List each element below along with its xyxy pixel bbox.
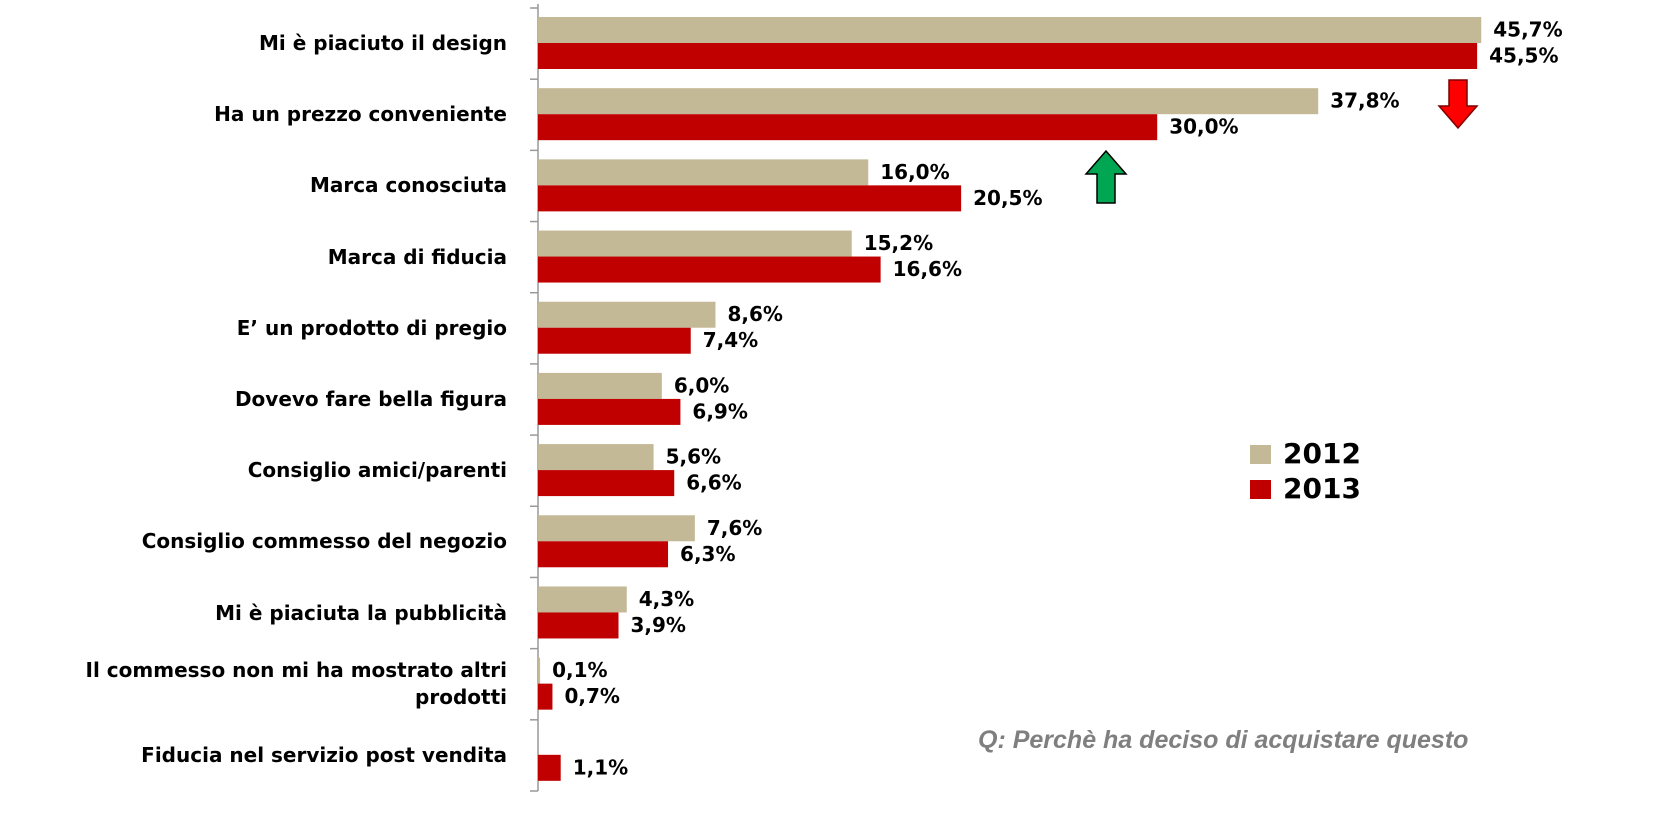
category-label: Marca conosciuta	[2, 150, 507, 221]
bar	[538, 185, 962, 212]
value-label: 3,9%	[630, 613, 685, 637]
value-label: 6,3%	[680, 542, 735, 566]
bar	[538, 683, 553, 710]
category-label: Consiglio commesso del negozio	[2, 506, 507, 577]
bar	[538, 515, 695, 542]
bar	[538, 114, 1158, 141]
value-label: 37,8%	[1330, 89, 1399, 113]
category-label: Marca di fiducia	[2, 222, 507, 293]
value-label: 6,6%	[686, 471, 741, 495]
category-text: Il commesso non mi ha mostrato altri pro…	[85, 658, 507, 710]
category-text: Ha un prezzo conveniente	[214, 102, 507, 127]
value-label: 20,5%	[973, 186, 1042, 210]
value-label: 15,2%	[864, 231, 933, 255]
bar	[538, 256, 881, 283]
decrease-arrow	[1437, 79, 1479, 130]
value-label: 45,7%	[1493, 18, 1562, 42]
bar	[538, 541, 669, 568]
bar	[538, 586, 627, 613]
value-label: 16,6%	[893, 257, 962, 281]
legend-label: 2013	[1283, 472, 1361, 505]
category-text: Marca conosciuta	[309, 173, 507, 198]
annotation: Q: Perchè ha deciso di acquistare questo	[978, 726, 1469, 754]
value-label: 30,0%	[1169, 115, 1238, 139]
value-label: 4,3%	[639, 587, 694, 611]
category-text: Fiducia nel servizio post vendita	[141, 742, 507, 767]
value-label: 1,1%	[573, 755, 628, 779]
value-label: 7,6%	[707, 516, 762, 540]
bar	[538, 657, 541, 684]
category-text: Dovevo fare bella figura	[234, 386, 507, 411]
value-label: 7,4%	[703, 328, 758, 352]
value-label: 0,7%	[564, 684, 619, 708]
bar	[538, 43, 1478, 69]
bar	[538, 612, 619, 639]
value-label: 5,6%	[666, 445, 721, 469]
bar	[538, 159, 869, 186]
category-label: Il commesso non mi ha mostrato altri pro…	[2, 649, 507, 720]
legend-swatch	[1250, 445, 1271, 464]
value-label: 45,5%	[1489, 44, 1558, 68]
category-text: Consiglio commesso del negozio	[141, 529, 507, 554]
category-label: Fiducia nel servizio post vendita	[2, 720, 507, 791]
value-label: 6,9%	[692, 399, 747, 423]
value-label: 8,6%	[728, 302, 783, 326]
bar	[538, 470, 675, 497]
category-label: Ha un prezzo conveniente	[2, 79, 507, 150]
legend-label: 2012	[1283, 437, 1361, 470]
category-label: Consiglio amici/parenti	[2, 435, 507, 506]
category-label: Dovevo fare bella figura	[2, 364, 507, 435]
bar	[538, 88, 1319, 115]
legend-swatch	[1250, 480, 1271, 499]
category-text: E’ un prodotto di pregio	[236, 315, 507, 340]
category-text: Mi è piaciuta la pubblicità	[215, 600, 507, 625]
increase-arrow	[1084, 149, 1128, 204]
category-label: E’ un prodotto di pregio	[2, 293, 507, 364]
bar	[538, 301, 716, 328]
value-label: 0,1%	[552, 658, 607, 682]
value-label: 16,0%	[880, 160, 949, 184]
value-label: 6,0%	[674, 373, 729, 397]
bar	[538, 754, 561, 781]
bar	[538, 17, 1482, 43]
bar	[538, 230, 852, 257]
category-text: Consiglio amici/parenti	[247, 458, 507, 483]
category-label: Mi è piaciuta la pubblicità	[2, 577, 507, 648]
category-text: Mi è piaciuto il design	[259, 31, 507, 56]
bar	[538, 372, 662, 399]
category-text: Marca di fiducia	[327, 244, 507, 269]
bar	[538, 398, 681, 425]
bar	[538, 327, 691, 354]
bar	[538, 444, 654, 471]
category-label: Mi è piaciuto il design	[2, 8, 507, 79]
